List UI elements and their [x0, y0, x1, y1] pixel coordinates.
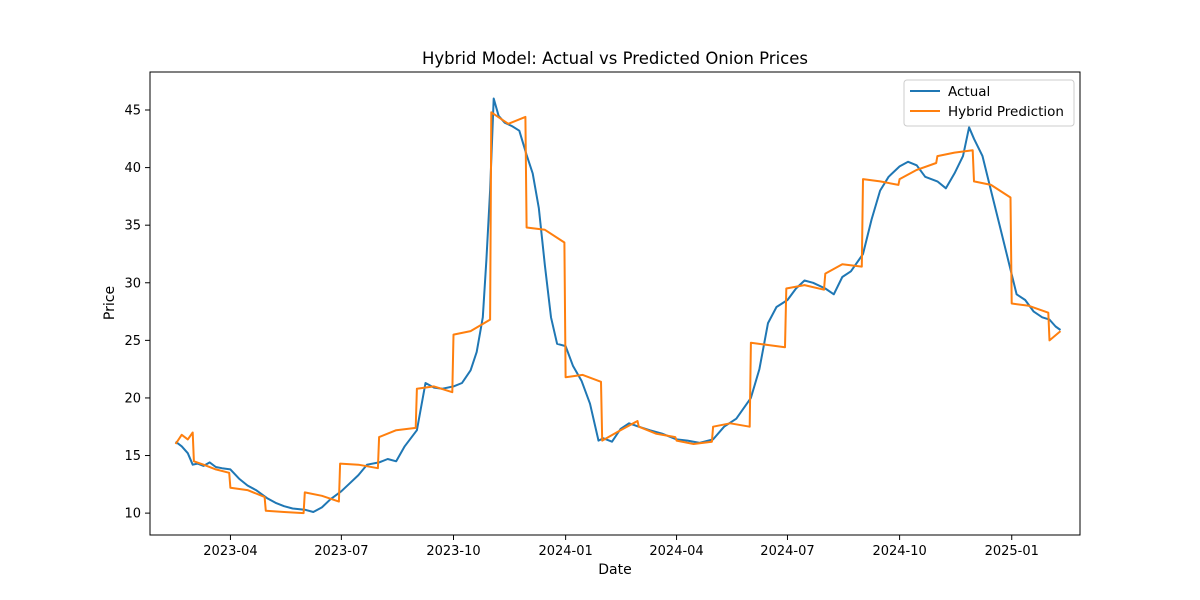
- axes-frame: [149, 71, 1081, 536]
- y-tick-label: 45: [124, 104, 141, 119]
- y-tick-label: 20: [124, 391, 141, 406]
- series-line-hybrid-prediction: [174, 111, 1062, 515]
- chart-title: Hybrid Model: Actual vs Predicted Onion …: [422, 49, 808, 68]
- series-line-actual: [174, 97, 1062, 513]
- x-tick-label: 2024-04: [649, 544, 703, 559]
- x-tick-label: 2023-07: [314, 544, 368, 559]
- x-tick-label: 2024-01: [538, 544, 592, 559]
- legend-label-actual: Actual: [948, 84, 990, 100]
- legend-label-hybrid-prediction: Hybrid Prediction: [948, 104, 1064, 120]
- legend-box: [903, 79, 1075, 127]
- y-tick-label: 15: [124, 449, 141, 464]
- y-tick-label: 40: [124, 161, 141, 176]
- x-tick-label: 2023-04: [203, 544, 257, 559]
- y-tick-label: 10: [124, 507, 141, 522]
- x-axis: 2023-04 2023-07 2023-10 2024-01 2024-04 2024-…: [203, 535, 1039, 559]
- x-tick-label: 2025-01: [985, 544, 1039, 559]
- y-tick-label: 25: [124, 334, 141, 349]
- y-tick-label: 35: [124, 219, 141, 234]
- x-tick-label: 2024-07: [760, 544, 814, 559]
- x-tick-label: 2023-10: [426, 544, 480, 559]
- x-tick-label: 2024-10: [872, 544, 926, 559]
- series-layer: [174, 97, 1062, 515]
- legend: Actual Hybrid Prediction: [903, 79, 1075, 127]
- y-tick-label: 30: [124, 276, 141, 291]
- y-axis: 10 15 20 25 30 35 40 45: [124, 104, 150, 522]
- x-axis-label: Date: [598, 562, 631, 578]
- plot-area: [149, 71, 1081, 536]
- y-axis-label: Price: [102, 286, 118, 320]
